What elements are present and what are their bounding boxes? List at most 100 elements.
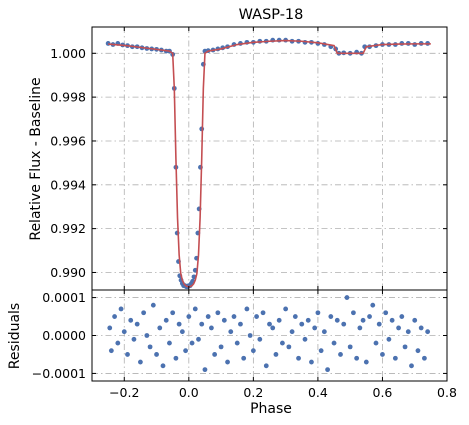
data-point bbox=[383, 310, 389, 316]
data-point bbox=[396, 325, 401, 331]
data-point bbox=[270, 325, 276, 331]
data-point bbox=[118, 306, 124, 312]
plot-frame bbox=[91, 26, 448, 291]
data-point bbox=[367, 314, 372, 319]
data-point bbox=[357, 325, 363, 331]
data-point bbox=[108, 348, 114, 354]
data-point bbox=[134, 321, 140, 327]
y-tick-label: 0.0001 bbox=[42, 290, 86, 305]
data-point bbox=[183, 348, 188, 354]
y-tick-label: 0.994 bbox=[50, 177, 86, 192]
data-point bbox=[280, 340, 285, 346]
data-point bbox=[125, 352, 130, 357]
data-point bbox=[344, 295, 350, 300]
data-point bbox=[231, 314, 237, 319]
data-point bbox=[321, 329, 327, 335]
data-point bbox=[244, 306, 250, 312]
data-point bbox=[141, 310, 147, 316]
data-point bbox=[202, 367, 208, 373]
data-point bbox=[186, 314, 192, 319]
y-tick-label: 0.992 bbox=[50, 221, 86, 236]
data-point bbox=[167, 340, 172, 346]
data-point bbox=[247, 333, 253, 338]
data-point bbox=[176, 321, 182, 327]
data-point bbox=[228, 329, 234, 335]
data-point bbox=[289, 329, 295, 335]
data-point bbox=[112, 314, 117, 319]
data-point bbox=[325, 367, 330, 373]
data-point bbox=[215, 310, 221, 316]
data-point bbox=[121, 329, 127, 335]
data-point bbox=[418, 325, 424, 331]
data-point bbox=[409, 363, 414, 369]
y-tick-label: 0.990 bbox=[50, 265, 86, 280]
data-point bbox=[218, 344, 224, 350]
data-point bbox=[296, 355, 301, 361]
data-point bbox=[331, 340, 337, 346]
y-tick-label: 0.996 bbox=[50, 133, 86, 148]
data-point bbox=[260, 310, 266, 316]
data-point bbox=[386, 336, 392, 342]
model-line bbox=[108, 39, 431, 288]
data-point bbox=[107, 325, 113, 331]
data-point bbox=[273, 352, 279, 357]
data-point bbox=[373, 340, 379, 346]
data-point bbox=[399, 314, 405, 319]
data-point bbox=[267, 321, 272, 327]
data-point bbox=[192, 306, 198, 312]
data-point bbox=[299, 321, 305, 327]
data-point bbox=[283, 306, 289, 312]
data-point bbox=[115, 340, 121, 346]
data-point bbox=[144, 333, 150, 338]
data-point bbox=[347, 344, 353, 350]
y-tick-label: −0.0001 bbox=[32, 366, 86, 381]
data-point bbox=[154, 352, 159, 357]
data-point bbox=[170, 310, 176, 316]
data-point bbox=[138, 359, 143, 365]
flux-plot: 0.990 0.992 0.994 0.996 0.998 1.000 bbox=[50, 26, 448, 291]
y-tick-label: 0.0000 bbox=[42, 328, 86, 343]
data-point bbox=[241, 355, 247, 361]
data-point bbox=[157, 325, 163, 331]
data-point bbox=[309, 359, 314, 365]
data-point bbox=[376, 321, 382, 327]
data-point bbox=[189, 340, 195, 346]
data-point bbox=[405, 329, 411, 335]
data-point bbox=[402, 344, 408, 350]
data-point bbox=[328, 314, 334, 319]
data-point bbox=[363, 359, 369, 365]
data-point bbox=[238, 321, 243, 327]
data-point bbox=[131, 336, 137, 342]
residuals-plot: −0.2 0.0 0.2 0.4 0.6 0.8 −0.0001 0.0000 0.0001 bbox=[32, 289, 457, 400]
data-point bbox=[370, 302, 376, 308]
data-point bbox=[196, 336, 201, 342]
data-point bbox=[315, 310, 321, 316]
data-point bbox=[334, 317, 340, 323]
data-point bbox=[150, 302, 156, 308]
data-point bbox=[234, 340, 240, 346]
x-tick-label: 0.4 bbox=[308, 385, 328, 400]
data-point bbox=[341, 321, 347, 327]
data-point bbox=[128, 317, 134, 323]
data-point bbox=[221, 317, 227, 323]
data-point bbox=[160, 363, 166, 369]
data-point bbox=[425, 329, 431, 335]
data-point bbox=[286, 344, 292, 350]
bottom-xlabel: Phase bbox=[250, 401, 292, 417]
data-point bbox=[225, 359, 230, 365]
data-point bbox=[338, 352, 343, 357]
top-ylabel: Relative Flux - Baseline bbox=[28, 77, 44, 240]
data-point bbox=[354, 355, 360, 361]
y-tick-label: 0.998 bbox=[50, 90, 86, 105]
data-point bbox=[389, 317, 395, 323]
data-point bbox=[302, 336, 308, 342]
data-point bbox=[199, 321, 205, 327]
y-tick-label: 1.000 bbox=[50, 46, 86, 61]
data-point bbox=[422, 355, 427, 361]
data-point bbox=[250, 348, 256, 354]
data-point bbox=[360, 317, 366, 323]
data-point bbox=[163, 317, 169, 323]
x-tick-label: −0.2 bbox=[109, 385, 139, 400]
data-point bbox=[318, 348, 324, 354]
x-tick-label: 0.6 bbox=[373, 385, 393, 400]
